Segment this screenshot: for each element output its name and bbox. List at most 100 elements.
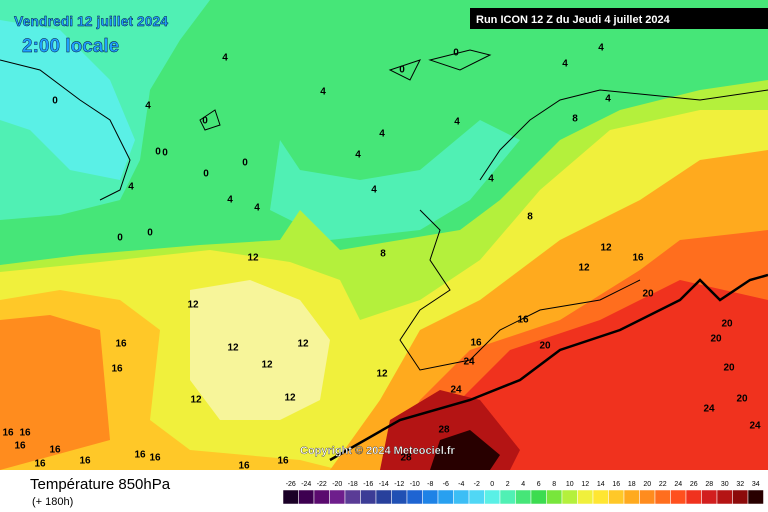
legend-swatch <box>670 489 687 505</box>
legend-swatch <box>592 489 609 505</box>
copyright: Copyright © 2024 Meteociel.fr <box>300 445 456 457</box>
contour-label: 0 <box>242 158 248 169</box>
legend-label: 34 <box>752 481 760 488</box>
contour-label: 0 <box>117 233 123 244</box>
contour-label: 20 <box>539 341 551 352</box>
legend-label: -10 <box>410 481 420 488</box>
contour-label: 12 <box>578 263 590 274</box>
legend-swatch <box>313 489 330 505</box>
contour-label: 0 <box>52 96 58 107</box>
contour-label: 16 <box>111 364 123 375</box>
contour-label: 0 <box>147 228 153 239</box>
legend-swatch <box>484 489 501 505</box>
contour-label: 12 <box>261 360 273 371</box>
legend-swatch <box>654 489 671 505</box>
contour-label: 0 <box>453 48 459 59</box>
contour-label: 16 <box>632 253 644 264</box>
contour-label: 12 <box>600 243 612 254</box>
contour-label: 16 <box>470 338 482 349</box>
legend-swatch <box>375 489 392 505</box>
legend-label: 12 <box>581 481 589 488</box>
contour-label: 12 <box>297 339 309 350</box>
contour-label: 12 <box>227 343 239 354</box>
legend-label: -6 <box>443 481 449 488</box>
contour-label: 20 <box>736 394 748 405</box>
footer-lead: (+ 180h) <box>32 496 73 508</box>
footer-title: Température 850hPa <box>30 476 171 493</box>
contour-label: 20 <box>721 319 733 330</box>
forecast-date: Vendredi 12 juillet 2024 <box>14 13 168 29</box>
legend-label: 30 <box>721 481 729 488</box>
contour-label: 0 <box>399 65 405 76</box>
legend-swatch <box>716 489 733 505</box>
contour-label: 16 <box>49 445 61 456</box>
contour-label: 20 <box>723 363 735 374</box>
contour-label: 16 <box>19 428 31 439</box>
contour-label: 4 <box>128 182 134 193</box>
legend-swatch <box>747 489 764 505</box>
legend-swatch <box>561 489 578 505</box>
legend-swatch <box>329 489 346 505</box>
contour-label: 4 <box>227 195 233 206</box>
contour-label: 24 <box>703 404 715 415</box>
legend-label: 0 <box>490 481 494 488</box>
legend-swatch <box>422 489 439 505</box>
legend-label: -16 <box>363 481 373 488</box>
legend-swatch <box>437 489 454 505</box>
legend-swatch <box>639 489 656 505</box>
contour-label: 0 <box>203 169 209 180</box>
legend-swatch <box>732 489 749 505</box>
legend-label: -4 <box>458 481 464 488</box>
legend-swatch <box>499 489 516 505</box>
contour-label: 24 <box>450 385 462 396</box>
contour-label: 4 <box>371 185 377 196</box>
legend-swatch <box>282 489 299 505</box>
legend-label: 2 <box>506 481 510 488</box>
contour-label: 4 <box>598 43 604 54</box>
contour-label: 16 <box>277 456 289 467</box>
legend-swatch <box>608 489 625 505</box>
contour-label: 4 <box>355 150 361 161</box>
color-legend: -26 -24 -22 -20 -18 -16 -14 -12 -10 -8 -6 -4 -2 0 2 4 6 8… <box>282 481 764 505</box>
contour-label: 8 <box>380 249 386 260</box>
contour-label: 20 <box>642 289 654 300</box>
contour-label: 16 <box>134 450 146 461</box>
legend-label: -12 <box>394 481 404 488</box>
legend-label: 28 <box>705 481 713 488</box>
legend-swatch <box>623 489 640 505</box>
contour-label: 24 <box>749 421 761 432</box>
run-info: Run ICON 12 Z du Jeudi 4 juillet 2024 <box>476 14 671 26</box>
legend-swatch <box>530 489 547 505</box>
legend-swatch <box>577 489 594 505</box>
legend-label: -14 <box>379 481 389 488</box>
legend-swatch <box>515 489 532 505</box>
contour-label: 8 <box>572 114 578 125</box>
legend-label: -26 <box>286 481 296 488</box>
legend-label: 22 <box>659 481 667 488</box>
legend-label: -2 <box>474 481 480 488</box>
contour-label: 16 <box>2 428 14 439</box>
legend-label: 18 <box>628 481 636 488</box>
contour-label: 4 <box>562 59 568 70</box>
contour-label: 4 <box>379 129 385 140</box>
contour-label: 12 <box>190 395 202 406</box>
coastlines <box>0 49 768 462</box>
legend-label: 8 <box>552 481 556 488</box>
legend-swatch <box>391 489 408 505</box>
contour-label: 24 <box>463 357 475 368</box>
legend-label: 24 <box>674 481 682 488</box>
contour-label: 4 <box>488 174 494 185</box>
contour-label: 16 <box>238 461 250 472</box>
legend-swatch <box>468 489 485 505</box>
contour-label: 12 <box>187 300 199 311</box>
contour-label: 0 <box>155 147 161 158</box>
contour-label: 4 <box>222 53 228 64</box>
contour-label: 16 <box>115 339 127 350</box>
contour-label: 16 <box>34 459 46 470</box>
legend-label: 20 <box>643 481 651 488</box>
legend-label: 16 <box>612 481 620 488</box>
legend-swatch <box>701 489 718 505</box>
